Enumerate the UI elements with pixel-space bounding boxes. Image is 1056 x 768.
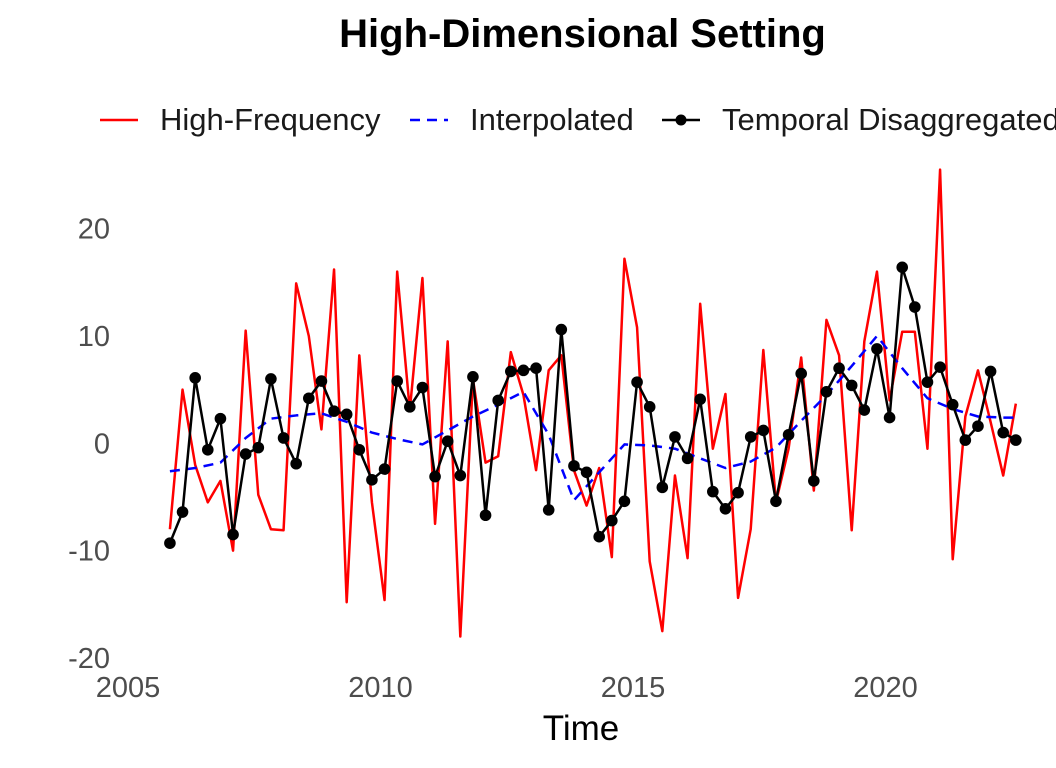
data-point-temporal-disaggregated [290,457,302,470]
data-point-temporal-disaggregated [782,428,795,441]
data-point-temporal-disaggregated [972,420,984,432]
data-point-temporal-disaggregated [858,404,871,416]
data-point-temporal-disaggregated [164,537,176,549]
data-point-temporal-disaggregated [984,365,997,378]
data-point-temporal-disaggregated [252,441,265,454]
series-line-high-frequency [168,168,1018,638]
data-point-temporal-disaggregated [303,392,315,405]
legend-label: Temporal Disaggregated [722,102,1056,137]
data-point-temporal-disaggregated [227,528,239,541]
y-axis-ticks: -20 -10 0 10 20 [68,214,110,675]
data-point-temporal-disaggregated [492,394,504,407]
y-tick-label: 20 [78,214,110,246]
data-point-temporal-disaggregated [593,530,605,543]
legend-key-dashed-line [410,118,448,122]
data-point-temporal-disaggregated [871,343,883,355]
data-point-temporal-disaggregated [618,495,631,508]
data-point-temporal-disaggregated [239,448,252,460]
data-point-temporal-disaggregated [694,393,706,406]
data-point-temporal-disaggregated [643,401,656,413]
data-point-temporal-disaggregated [479,509,492,522]
data-point-temporal-disaggregated [744,431,757,443]
data-point-temporal-disaggregated [189,372,201,384]
data-point-temporal-disaggregated [1010,434,1022,446]
x-tick-label: 2005 [96,672,161,704]
x-axis-title: Time [543,709,619,748]
data-point-temporal-disaggregated [201,443,214,456]
data-point-temporal-disaggregated [934,361,946,373]
data-point-temporal-disaggregated [757,424,770,437]
data-point-temporal-disaggregated [542,504,555,516]
data-point-temporal-disaggregated [517,364,530,377]
data-point-temporal-disaggregated [580,466,593,479]
data-point-temporal-disaggregated [845,379,858,392]
data-point-temporal-disaggregated [315,375,328,387]
data-point-temporal-disaggregated [820,386,833,398]
data-point-temporal-disaggregated [340,408,353,421]
legend-label: High-Frequency [160,102,381,137]
data-point-temporal-disaggregated [896,261,909,274]
legend-key-line-with-point [662,114,700,126]
data-point-temporal-disaggregated [833,362,845,375]
data-point-temporal-disaggregated [959,434,972,446]
data-point-temporal-disaggregated [997,426,1010,439]
data-point-temporal-disaggregated [719,503,732,515]
data-point-temporal-disaggregated [946,398,959,411]
data-point-temporal-disaggregated [467,370,479,383]
data-point-temporal-disaggregated [732,486,744,499]
data-point-temporal-disaggregated [454,469,467,482]
y-tick-label: 0 [94,428,110,460]
data-point-temporal-disaggregated [416,381,429,394]
data-point-temporal-disaggregated [441,435,454,447]
data-point-temporal-disaggregated [328,405,340,417]
y-tick-label: -20 [68,643,110,675]
data-point-temporal-disaggregated [265,373,277,385]
data-point-temporal-disaggregated [366,474,378,486]
data-point-temporal-disaggregated [808,475,820,487]
legend-label: Interpolated [470,102,634,137]
data-point-temporal-disaggregated [404,401,416,413]
series-line-interpolated [169,334,1016,502]
series-layer [164,168,1022,638]
series-line-temporal-disaggregated [168,266,1017,544]
data-point-temporal-disaggregated [530,362,542,375]
data-point-temporal-disaggregated [707,485,719,498]
data-point-temporal-disaggregated [555,323,568,336]
data-point-temporal-disaggregated [391,375,403,387]
y-tick-label: -10 [68,536,110,568]
x-axis-ticks: 2005 2010 2015 2020 [96,672,918,704]
x-tick-label: 2010 [348,672,413,704]
data-point-temporal-disaggregated [921,376,934,388]
data-point-temporal-disaggregated [656,481,669,494]
data-point-temporal-disaggregated [669,431,681,443]
data-point-temporal-disaggregated [214,412,227,425]
data-point-temporal-disaggregated [631,376,643,388]
data-point-temporal-disaggregated [378,463,391,475]
data-point-temporal-disaggregated [353,443,366,456]
data-point-temporal-disaggregated [176,506,189,518]
data-point-temporal-disaggregated [795,367,807,380]
data-point-temporal-disaggregated [770,495,782,508]
chart-title: High-Dimensional Setting [339,12,826,56]
x-tick-label: 2015 [601,672,666,704]
data-point-temporal-disaggregated [606,514,618,527]
data-point-temporal-disaggregated [883,411,896,424]
y-tick-label: 10 [78,321,110,353]
x-tick-label: 2020 [853,672,918,704]
data-point-temporal-disaggregated [277,432,290,444]
data-point-temporal-disaggregated [505,365,517,378]
data-point-temporal-disaggregated [568,460,580,472]
data-point-temporal-disaggregated [681,452,694,465]
data-point-temporal-disaggregated [909,301,921,313]
data-point-temporal-disaggregated [429,470,441,483]
legend-key-solid-line [100,118,138,122]
